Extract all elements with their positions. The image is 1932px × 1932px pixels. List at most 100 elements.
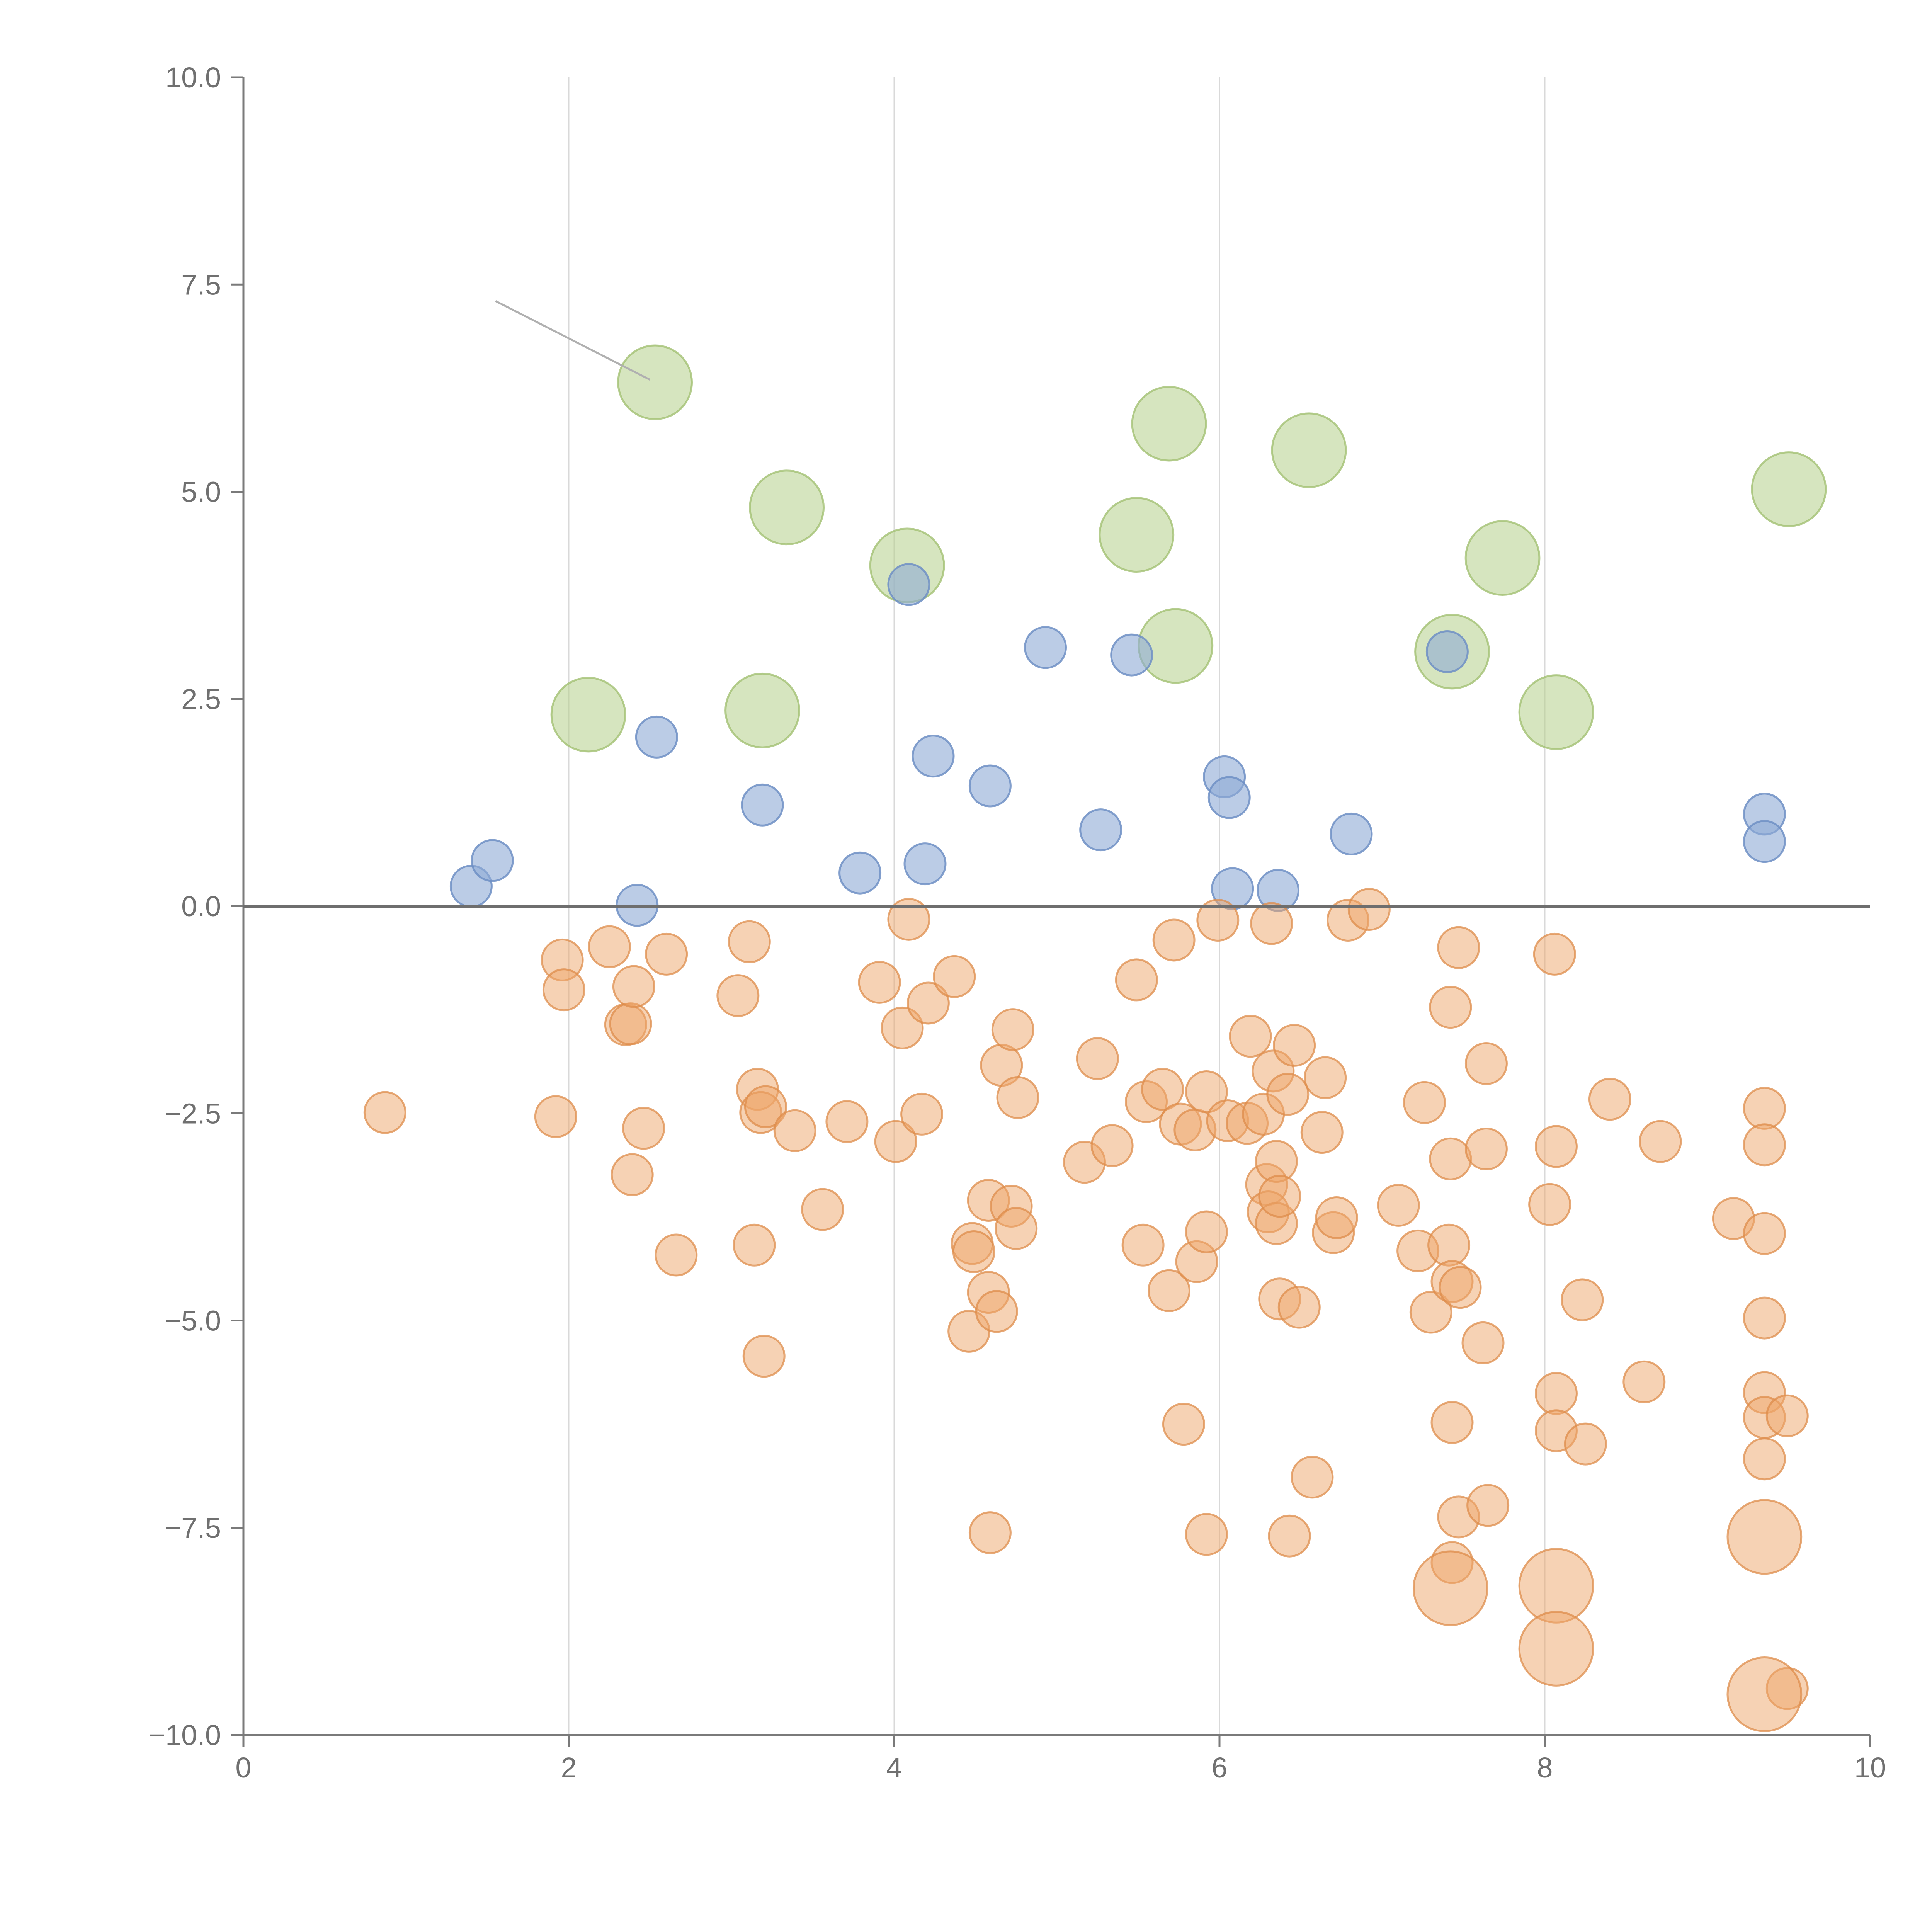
point-orange xyxy=(1743,1296,1786,1340)
point-green xyxy=(1464,520,1541,596)
point-orange xyxy=(611,1153,654,1196)
y-tick-label: 10.0 xyxy=(165,61,221,94)
point-orange xyxy=(1315,1196,1358,1240)
point-orange xyxy=(645,932,688,976)
point-orange xyxy=(1743,1437,1786,1481)
point-orange xyxy=(1076,1037,1119,1080)
y-axis-ticks: −10.0 −7.5 −5.0 −2.5 0.0 2.5 5.0 7.5 10.0 xyxy=(149,61,243,1751)
point-orange xyxy=(906,981,950,1025)
point-orange-large xyxy=(1726,1499,1803,1575)
point-blue xyxy=(1024,626,1067,669)
point-orange xyxy=(933,955,976,998)
point-orange xyxy=(612,965,655,1008)
point-orange xyxy=(1277,1286,1321,1329)
point-orange xyxy=(728,920,771,963)
point-orange xyxy=(363,1091,406,1134)
point-blue xyxy=(635,715,678,759)
point-orange xyxy=(1377,1184,1420,1227)
point-orange xyxy=(744,1085,787,1128)
point-orange xyxy=(1185,1513,1228,1556)
x-tick-label: 2 xyxy=(561,1752,577,1784)
point-orange xyxy=(1429,986,1472,1029)
point-blue xyxy=(968,764,1012,808)
point-orange xyxy=(1196,898,1240,942)
x-tick-label: 4 xyxy=(886,1752,902,1784)
x-axis-ticks: 0 2 4 6 8 10 xyxy=(235,1735,1886,1784)
point-orange xyxy=(655,1233,698,1277)
point-orange xyxy=(887,898,930,941)
point-orange xyxy=(1534,1125,1578,1168)
point-orange xyxy=(1147,1269,1190,1312)
point-orange xyxy=(1409,1291,1452,1334)
point-orange xyxy=(968,1511,1012,1554)
point-orange xyxy=(534,1095,577,1138)
point-blue xyxy=(1208,776,1251,819)
point-blue xyxy=(1110,633,1153,677)
point-orange xyxy=(1561,1278,1604,1321)
y-tick-label: −2.5 xyxy=(165,1097,221,1129)
annotation-leader-line xyxy=(495,300,651,381)
point-orange xyxy=(1464,1127,1508,1170)
point-orange xyxy=(1765,1394,1809,1437)
point-orange xyxy=(1639,1120,1682,1163)
point-blue xyxy=(838,851,882,895)
point-orange xyxy=(1121,1223,1165,1267)
x-tick-label: 8 xyxy=(1537,1752,1553,1784)
point-orange xyxy=(733,1223,776,1267)
point-orange xyxy=(1347,888,1391,931)
point-green xyxy=(749,469,825,546)
point-green xyxy=(1271,412,1347,488)
point-blue xyxy=(1079,808,1122,852)
point-green xyxy=(1751,451,1827,527)
point-orange xyxy=(1437,926,1480,969)
point-orange xyxy=(1162,1403,1205,1446)
y-tick-label: 5.0 xyxy=(181,476,221,508)
point-blue xyxy=(1425,630,1469,673)
point-orange xyxy=(1266,1073,1310,1116)
point-orange xyxy=(1439,1266,1482,1309)
point-orange xyxy=(995,1207,1038,1250)
point-orange xyxy=(609,1002,652,1046)
point-orange-large xyxy=(1412,1550,1488,1626)
y-tick-label: 0.0 xyxy=(181,890,221,922)
y-tick-label: 7.5 xyxy=(181,269,221,301)
point-orange xyxy=(1528,1183,1571,1226)
point-orange xyxy=(1466,1484,1510,1527)
point-green xyxy=(724,672,800,748)
y-tick-label: 2.5 xyxy=(181,683,221,715)
point-orange xyxy=(1185,1070,1228,1113)
point-orange xyxy=(1152,918,1196,962)
y-tick-label: −10.0 xyxy=(149,1719,221,1751)
point-orange xyxy=(622,1107,665,1150)
point-orange xyxy=(542,968,585,1012)
point-orange xyxy=(801,1188,844,1231)
point-orange xyxy=(1564,1422,1607,1466)
point-orange xyxy=(1533,932,1576,976)
point-orange xyxy=(1743,1087,1786,1130)
point-orange xyxy=(825,1100,869,1143)
point-orange xyxy=(1250,902,1293,945)
point-orange xyxy=(1229,1015,1272,1058)
point-orange xyxy=(1534,1372,1578,1415)
point-orange xyxy=(900,1092,944,1136)
point-orange xyxy=(1268,1514,1311,1558)
point-orange xyxy=(1429,1137,1472,1180)
point-orange xyxy=(742,1335,786,1378)
x-tick-label: 0 xyxy=(235,1752,251,1784)
point-blue xyxy=(912,735,955,778)
point-orange xyxy=(1461,1321,1505,1364)
point-orange xyxy=(1090,1124,1134,1167)
point-green xyxy=(1131,386,1207,462)
point-green xyxy=(1518,674,1594,750)
point-blue xyxy=(903,842,947,886)
point-orange xyxy=(1622,1360,1666,1403)
point-blue xyxy=(887,563,930,606)
point-orange xyxy=(773,1109,816,1152)
point-orange xyxy=(1115,958,1158,1002)
point-orange xyxy=(588,925,631,968)
point-orange xyxy=(716,974,760,1017)
point-orange xyxy=(1403,1081,1446,1124)
point-green xyxy=(1099,497,1175,573)
point-orange xyxy=(1141,1068,1184,1111)
